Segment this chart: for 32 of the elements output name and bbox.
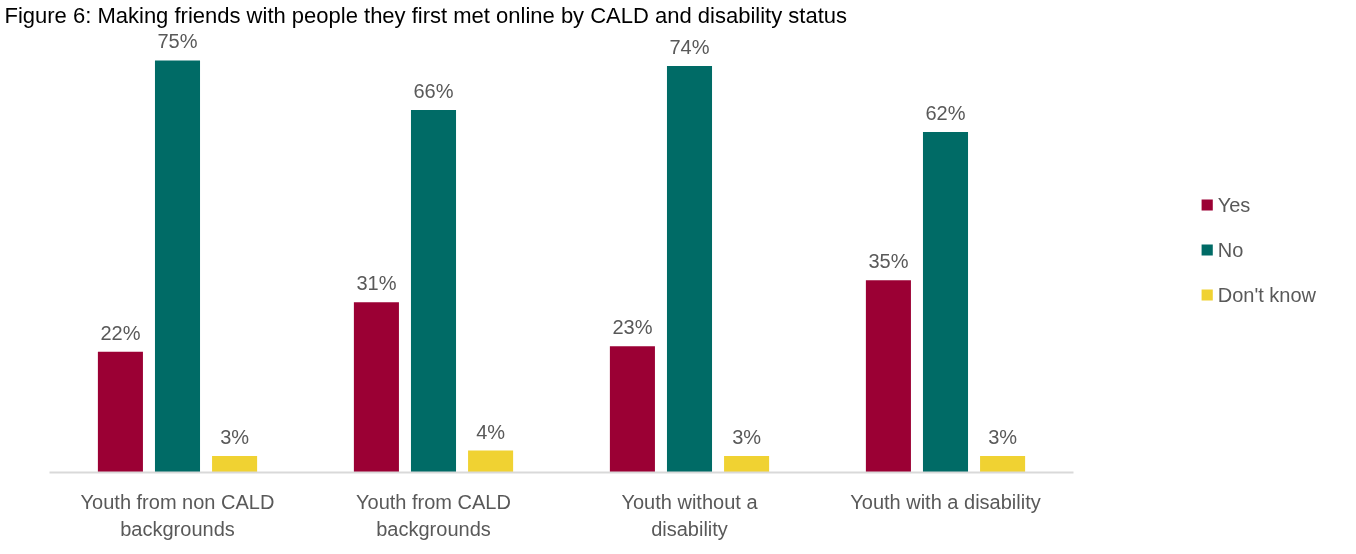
legend-label: Yes — [1217, 193, 1251, 216]
bar — [980, 456, 1026, 473]
data-label: 75% — [157, 30, 198, 53]
data-label: 3% — [220, 426, 250, 449]
bar — [410, 109, 457, 473]
data-label: 31% — [356, 272, 397, 295]
bar — [666, 65, 713, 473]
legend-label: Don't know — [1217, 283, 1316, 306]
bar — [97, 351, 143, 473]
chart-title: Figure 6: Making friends with people they first met online by CALD and disability status — [4, 2, 848, 28]
bar — [468, 450, 514, 473]
data-label: 3% — [988, 426, 1018, 449]
data-label: 23% — [612, 316, 653, 339]
data-label: 62% — [925, 101, 966, 124]
bar — [609, 346, 655, 473]
x-tick-label: Youth from CALD backgrounds — [356, 490, 511, 540]
bar — [724, 456, 770, 473]
x-tick-label: Youth without a disability — [621, 490, 759, 540]
bar — [922, 131, 969, 473]
bar — [865, 280, 911, 473]
bar — [212, 456, 258, 473]
data-label: 3% — [732, 426, 762, 449]
data-label: 35% — [868, 250, 909, 273]
legend-label: No — [1217, 238, 1244, 261]
x-tick-label: Youth with a disability — [850, 490, 1041, 513]
data-label: 4% — [476, 420, 506, 443]
bar — [154, 60, 201, 473]
data-label: 66% — [413, 79, 454, 102]
x-tick-label: Youth from non CALD backgrounds — [80, 490, 275, 540]
data-label: 22% — [100, 321, 141, 344]
data-label: 74% — [669, 35, 710, 58]
bar — [353, 302, 399, 473]
